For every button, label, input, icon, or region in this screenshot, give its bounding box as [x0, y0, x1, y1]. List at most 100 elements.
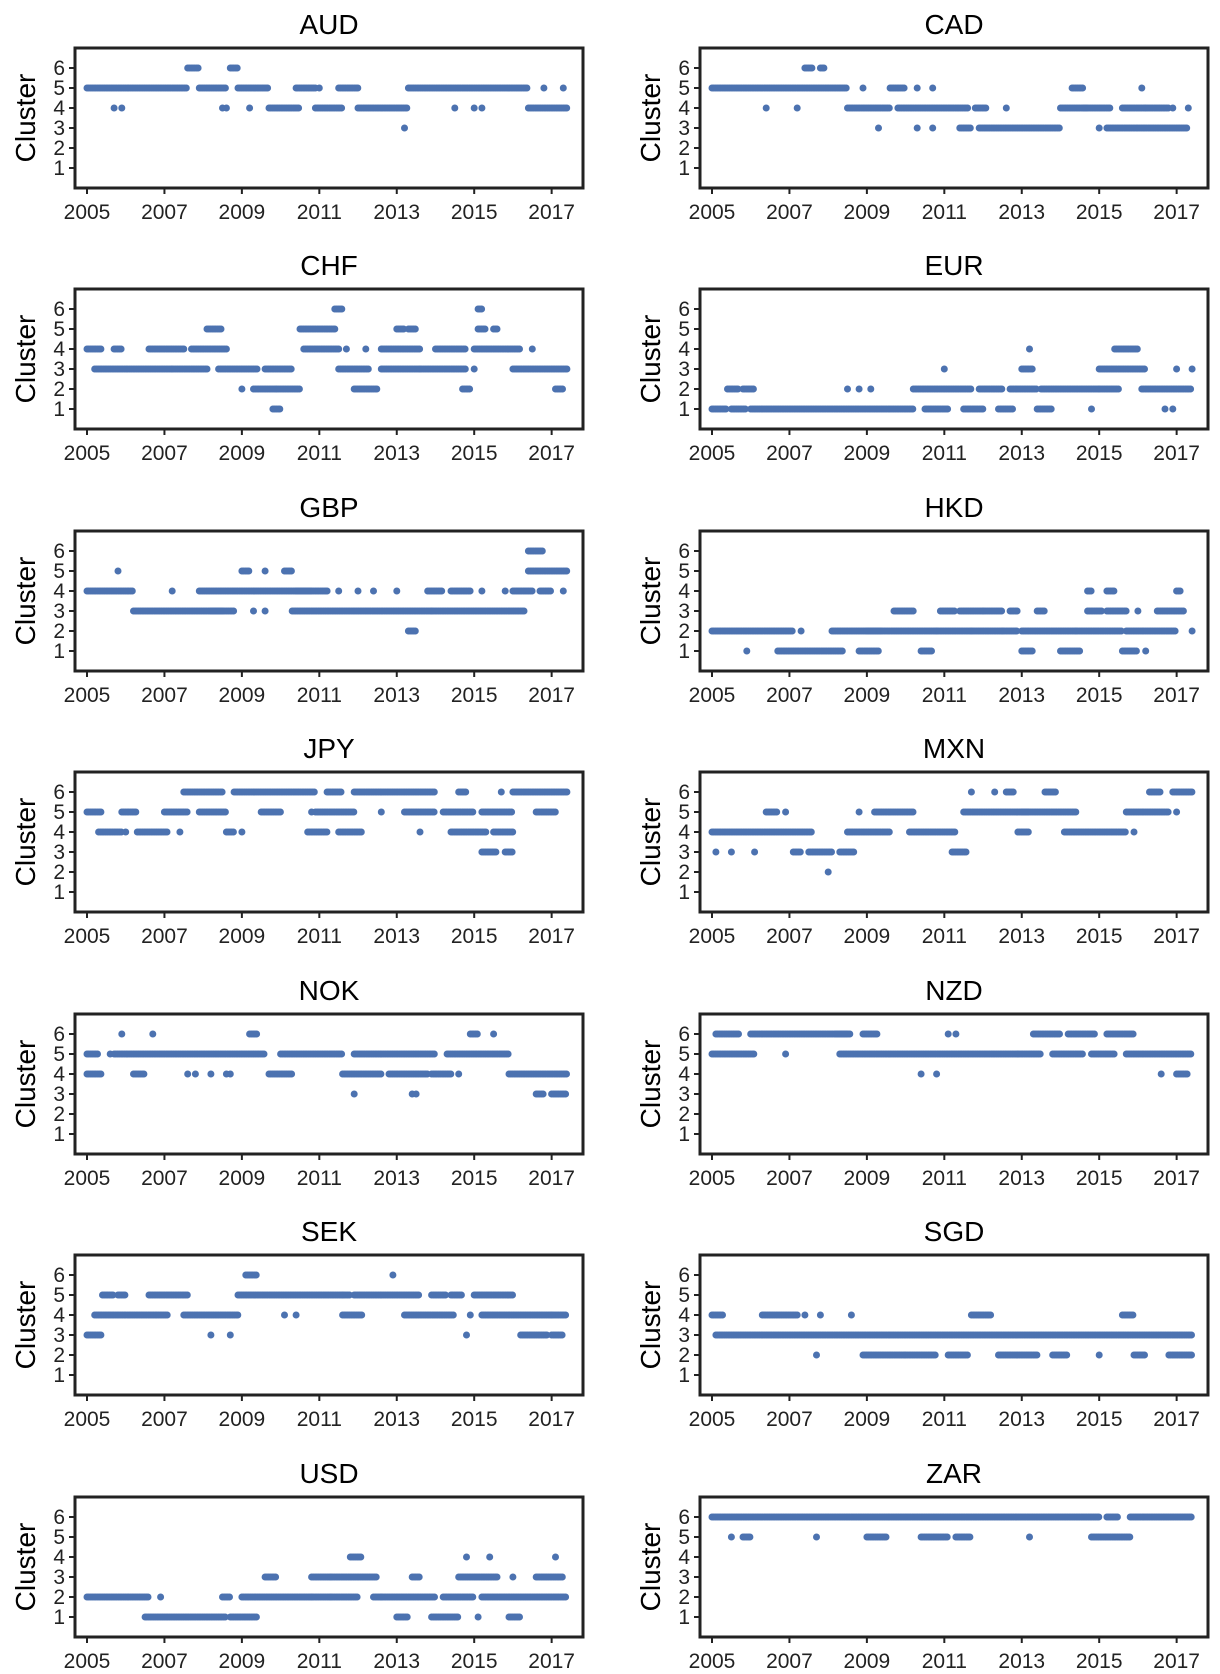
data-point — [412, 1090, 420, 1098]
x-tick-label: 2017 — [528, 925, 575, 948]
data-point — [478, 104, 486, 112]
data-point — [478, 587, 486, 595]
y-tick-label: 1 — [678, 1364, 690, 1387]
x-tick-label: 2011 — [922, 684, 967, 707]
data-point — [194, 64, 202, 72]
data-point — [492, 848, 500, 856]
x-tick-label: 2007 — [141, 684, 188, 707]
data-point — [1076, 647, 1084, 655]
y-tick-label: 4 — [53, 1304, 65, 1327]
data-point — [1114, 385, 1122, 393]
y-tick-label: 2 — [53, 1103, 65, 1126]
panel-title: EUR — [924, 250, 983, 281]
x-tick-label: 2015 — [1076, 925, 1123, 948]
data-point — [998, 607, 1006, 615]
y-tick-label: 5 — [678, 1284, 690, 1307]
data-point — [132, 808, 140, 816]
x-tick-label: 2011 — [922, 1408, 967, 1431]
data-point — [350, 1090, 358, 1098]
data-point — [900, 84, 908, 92]
data-point — [516, 345, 523, 353]
data-point — [734, 385, 742, 393]
data-point — [469, 808, 477, 816]
data-point — [1055, 124, 1063, 132]
data-point — [342, 345, 350, 353]
data-point — [261, 567, 269, 575]
x-tick-label: 2005 — [689, 925, 736, 948]
data-point — [183, 1291, 191, 1299]
y-tick-label: 1 — [678, 640, 690, 663]
data-point — [1028, 365, 1036, 373]
y-tick-label: 5 — [53, 801, 65, 824]
data-point — [966, 124, 974, 132]
x-tick-label: 2009 — [844, 925, 891, 948]
data-point — [846, 1030, 854, 1038]
data-point — [1187, 385, 1195, 393]
x-tick-label: 2011 — [297, 1167, 342, 1190]
x-tick-label: 2005 — [64, 925, 111, 948]
data-point — [246, 104, 254, 112]
y-axis-label: Cluster — [635, 1040, 666, 1129]
x-tick-label: 2015 — [1076, 201, 1123, 224]
x-tick-label: 2009 — [219, 1167, 266, 1190]
data-point — [1013, 607, 1021, 615]
data-point — [222, 345, 230, 353]
data-point — [1095, 124, 1103, 132]
data-point — [457, 1291, 465, 1299]
data-point — [478, 305, 486, 313]
data-point — [470, 365, 478, 373]
x-tick-label: 2009 — [219, 201, 266, 224]
data-point — [1009, 788, 1017, 796]
y-tick-label: 2 — [678, 861, 690, 884]
data-point — [331, 325, 339, 333]
x-tick-label: 2009 — [219, 925, 266, 948]
data-point — [1161, 405, 1169, 413]
x-tick-label: 2011 — [297, 442, 342, 465]
scatter-points — [708, 1311, 1195, 1359]
data-point — [982, 104, 990, 112]
x-tick-label: 2013 — [373, 201, 420, 224]
data-point — [350, 808, 358, 816]
data-point — [563, 104, 571, 112]
data-point — [260, 1050, 268, 1058]
data-point — [559, 84, 567, 92]
y-tick-label: 2 — [678, 137, 690, 160]
data-point — [509, 828, 517, 836]
x-tick-label: 2013 — [998, 1408, 1045, 1431]
x-tick-label: 2005 — [64, 442, 111, 465]
data-point — [562, 1090, 570, 1098]
y-tick-label: 3 — [678, 1083, 690, 1106]
x-tick-label: 2005 — [64, 1167, 111, 1190]
y-tick-label: 1 — [53, 1364, 65, 1387]
data-point — [1051, 788, 1059, 796]
panel-title: MXN — [923, 733, 985, 764]
data-point — [782, 808, 790, 816]
data-point — [354, 587, 362, 595]
y-axis-label: Cluster — [635, 798, 666, 887]
data-point — [727, 848, 735, 856]
y-axis-label: Cluster — [635, 315, 666, 404]
x-tick-label: 2013 — [373, 1408, 420, 1431]
y-tick-label: 4 — [53, 580, 65, 603]
y-axis-label: Cluster — [10, 1281, 41, 1370]
plot-frame — [73, 770, 585, 914]
data-point — [855, 385, 863, 393]
data-point — [281, 1311, 288, 1319]
y-axis-label: Cluster — [10, 557, 41, 646]
scatter-points — [708, 345, 1196, 413]
data-point — [979, 607, 987, 615]
x-tick-label: 2011 — [297, 201, 342, 224]
data-point — [929, 124, 937, 132]
data-point — [793, 104, 801, 112]
x-tick-label: 2007 — [766, 442, 813, 465]
data-point — [184, 1070, 192, 1078]
data-point — [796, 848, 804, 856]
data-point — [490, 1030, 498, 1038]
y-tick-label: 4 — [678, 97, 690, 120]
data-point — [493, 325, 501, 333]
data-point — [94, 1050, 101, 1058]
y-tick-label: 6 — [53, 781, 65, 804]
data-point — [455, 1070, 463, 1078]
